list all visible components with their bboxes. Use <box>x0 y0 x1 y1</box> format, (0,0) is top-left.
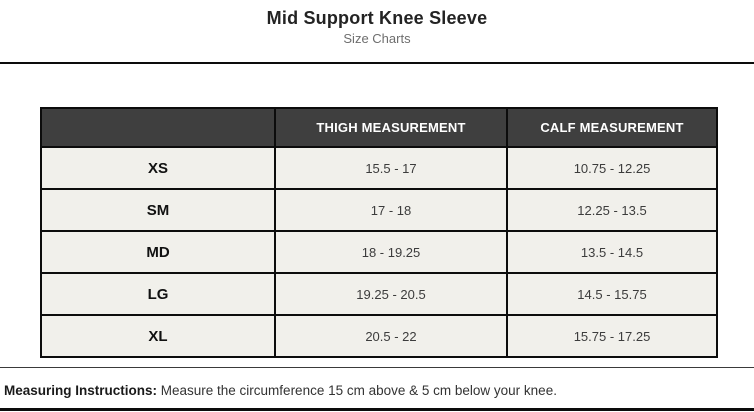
thigh-measurement: 20.5 - 22 <box>274 314 508 358</box>
table-row: MD 18 - 19.25 13.5 - 14.5 <box>40 230 718 274</box>
page-header: Mid Support Knee Sleeve Size Charts <box>0 0 754 47</box>
size-label: XS <box>40 146 276 190</box>
measuring-instructions: Measuring Instructions: Measure the circ… <box>4 383 754 398</box>
table-row: LG 19.25 - 20.5 14.5 - 15.75 <box>40 272 718 316</box>
calf-measurement: 15.75 - 17.25 <box>506 314 718 358</box>
size-label: XL <box>40 314 276 358</box>
thigh-measurement: 19.25 - 20.5 <box>274 272 508 316</box>
table-header-row: THIGH MEASUREMENT CALF MEASUREMENT <box>40 107 718 148</box>
bottom-divider <box>0 408 754 411</box>
calf-measurement: 14.5 - 15.75 <box>506 272 718 316</box>
measuring-instructions-label: Measuring Instructions: <box>4 383 158 398</box>
column-header-thigh: THIGH MEASUREMENT <box>274 107 508 148</box>
footer-divider <box>0 367 754 368</box>
size-label: LG <box>40 272 276 316</box>
table-row: XL 20.5 - 22 15.75 - 17.25 <box>40 314 718 358</box>
measuring-instructions-text: Measure the circumference 15 cm above & … <box>157 383 557 398</box>
calf-measurement: 10.75 - 12.25 <box>506 146 718 190</box>
page-title: Mid Support Knee Sleeve <box>266 8 488 28</box>
thigh-measurement: 18 - 19.25 <box>274 230 508 274</box>
page-subtitle: Size Charts <box>343 31 411 46</box>
size-label: SM <box>40 188 276 232</box>
thigh-measurement: 17 - 18 <box>274 188 508 232</box>
table-row: XS 15.5 - 17 10.75 - 12.25 <box>40 146 718 190</box>
size-chart-table: THIGH MEASUREMENT CALF MEASUREMENT XS 15… <box>40 107 718 358</box>
size-label: MD <box>40 230 276 274</box>
calf-measurement: 13.5 - 14.5 <box>506 230 718 274</box>
thigh-measurement: 15.5 - 17 <box>274 146 508 190</box>
calf-measurement: 12.25 - 13.5 <box>506 188 718 232</box>
column-header-size <box>40 107 276 148</box>
column-header-calf: CALF MEASUREMENT <box>506 107 718 148</box>
top-divider <box>0 62 754 64</box>
table-row: SM 17 - 18 12.25 - 13.5 <box>40 188 718 232</box>
